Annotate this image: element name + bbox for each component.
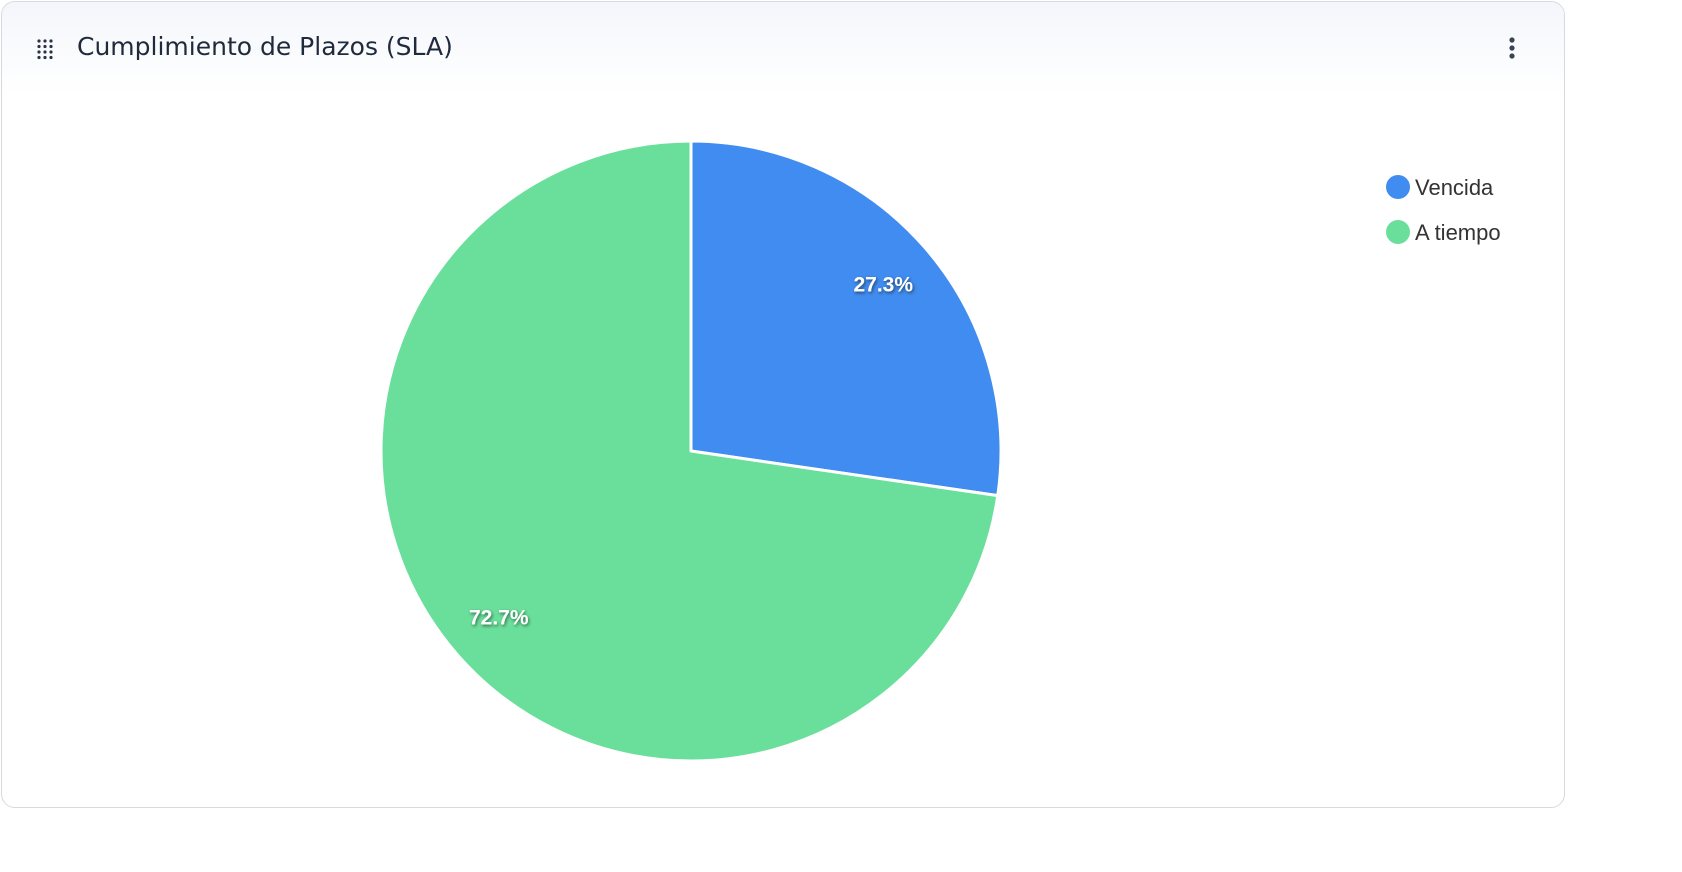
pie-chart: 27.3% 72.7% Vencida A tiempo bbox=[379, 139, 1501, 763]
legend-marker[interactable] bbox=[1386, 175, 1410, 199]
legend-label[interactable]: Vencida bbox=[1415, 175, 1494, 200]
card-header: Cumplimiento de Plazos (SLA) bbox=[2, 2, 1564, 94]
legend-label[interactable]: A tiempo bbox=[1415, 220, 1501, 245]
drag-handle-icon[interactable] bbox=[36, 38, 56, 60]
data-label: 72.7% bbox=[469, 606, 529, 629]
chart-card: Cumplimiento de Plazos (SLA) 27.3% 72.7% V… bbox=[1, 1, 1565, 808]
pie-slice[interactable] bbox=[379, 139, 1000, 763]
pie-slice[interactable] bbox=[689, 139, 1003, 498]
legend-marker[interactable] bbox=[1386, 220, 1410, 244]
data-label: 27.3% bbox=[853, 274, 913, 297]
chart-title: Cumplimiento de Plazos (SLA) bbox=[77, 32, 453, 61]
menu-icon[interactable] bbox=[1502, 36, 1522, 62]
